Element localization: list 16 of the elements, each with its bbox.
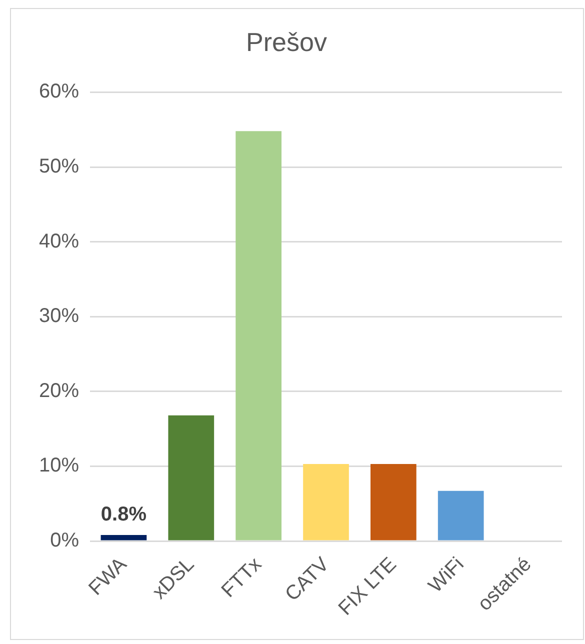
bar	[100, 535, 147, 540]
bar	[438, 490, 484, 540]
x-tick-label: FIX LTE	[334, 553, 401, 620]
data-label: 0.8%	[100, 504, 147, 526]
bar	[370, 464, 416, 540]
y-tick-label: 30%	[38, 305, 80, 328]
y-tick-label: 20%	[38, 380, 80, 402]
bar	[168, 415, 214, 540]
chart-title: Prešov	[246, 26, 327, 57]
y-tick-label: 50%	[38, 156, 80, 178]
y-tick-label: 60%	[38, 80, 80, 103]
y-tick-label: 0%	[50, 530, 80, 552]
bar	[303, 464, 349, 540]
bar	[236, 131, 282, 540]
y-tick-label: 40%	[38, 230, 80, 252]
y-tick-label: 10%	[38, 454, 80, 477]
